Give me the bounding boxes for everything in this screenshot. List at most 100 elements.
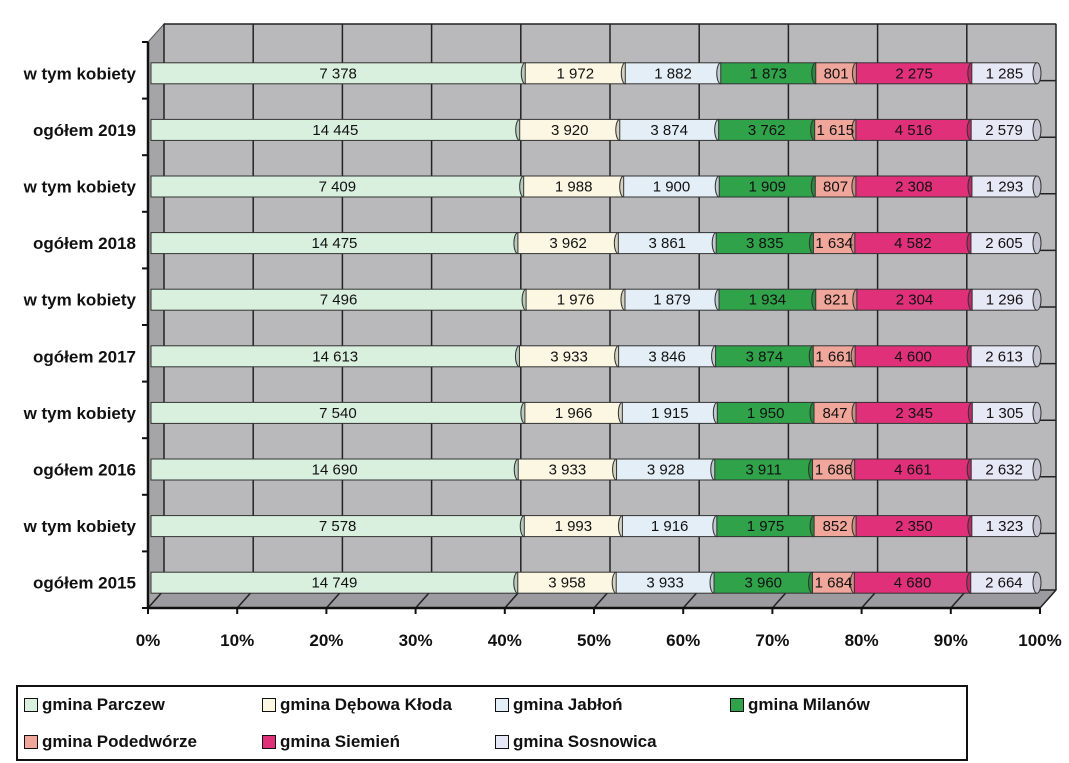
category-label: w tym kobiety (23, 404, 137, 423)
category-label: ogółem 2015 (33, 574, 136, 593)
data-label: 7 409 (319, 179, 357, 196)
bar-group: 14 445 3 920 3 874 3 762 1 615 4 516 2 579 (150, 118, 1042, 141)
data-label: 2 613 (985, 348, 1023, 365)
legend: gmina Parczew gmina Dębowa Kłoda gmina J… (16, 685, 968, 761)
legend-item-sosnowica: gmina Sosnowica (495, 732, 657, 752)
data-label: 1 976 (557, 292, 595, 309)
data-label: 1 686 (815, 462, 853, 479)
data-label: 2 632 (985, 462, 1023, 479)
x-tick-label: 20% (309, 631, 343, 650)
data-label: 801 (824, 65, 849, 82)
data-label: 3 920 (551, 122, 589, 139)
data-label: 807 (823, 179, 848, 196)
legend-item-jablon: gmina Jabłoń (495, 695, 623, 715)
data-label: 2 304 (896, 292, 934, 309)
legend-label: gmina Jabłoń (513, 695, 623, 714)
data-label: 1 915 (651, 405, 689, 422)
data-label: 1 296 (986, 292, 1024, 309)
legend-label: gmina Parczew (42, 695, 165, 714)
legend-item-milanow: gmina Milanów (730, 695, 870, 715)
data-label: 7 378 (319, 65, 357, 82)
data-label: 2 345 (895, 405, 933, 422)
x-tick-label: 30% (399, 631, 433, 650)
x-tick-label: 100% (1018, 631, 1061, 650)
legend-label: gmina Dębowa Kłoda (280, 695, 452, 714)
data-label: 1 975 (747, 518, 785, 535)
legend-swatch-parczew (24, 698, 38, 712)
x-tick-label: 0% (136, 631, 161, 650)
data-label: 3 962 (549, 235, 587, 252)
data-label: 1 950 (747, 405, 785, 422)
legend-swatch-siemien (262, 735, 276, 749)
legend-item-podedworze: gmina Podedwórze (24, 732, 197, 752)
x-tick-label: 60% (666, 631, 700, 650)
legend-swatch-milanow (730, 698, 744, 712)
bar-cap (1032, 458, 1042, 481)
bar-cap (1032, 232, 1042, 255)
data-label: 1 661 (815, 348, 853, 365)
data-label: 3 846 (648, 348, 686, 365)
category-label: w tym kobiety (23, 64, 137, 83)
legend-swatch-sosnowica (495, 735, 509, 749)
data-label: 1 988 (555, 179, 593, 196)
data-label: 1 972 (557, 65, 595, 82)
data-label: 1 615 (817, 122, 855, 139)
category-label: ogółem 2019 (33, 121, 136, 140)
bar-cap (1032, 571, 1042, 594)
data-label: 1 323 (986, 518, 1024, 535)
data-label: 4 661 (894, 462, 932, 479)
data-label: 14 690 (312, 462, 358, 479)
data-label: 3 861 (648, 235, 686, 252)
bar-group: 14 749 3 958 3 933 3 960 1 684 4 680 2 664 (150, 571, 1042, 594)
data-label: 3 928 (647, 462, 685, 479)
category-label: ogółem 2018 (33, 234, 136, 253)
bar-group: 7 496 1 976 1 879 1 934 821 2 304 1 296 (150, 288, 1042, 311)
data-label: 3 960 (744, 575, 782, 592)
bar-cap (1032, 118, 1042, 141)
data-label: 3 958 (548, 575, 586, 592)
data-label: 1 285 (986, 65, 1024, 82)
data-label: 1 873 (749, 65, 787, 82)
data-label: 1 634 (815, 235, 853, 252)
data-label: 1 900 (653, 179, 691, 196)
category-label: ogółem 2016 (33, 461, 136, 480)
data-label: 2 275 (895, 65, 933, 82)
data-label: 3 933 (550, 348, 588, 365)
data-label: 3 911 (745, 462, 781, 479)
legend-item-parczew: gmina Parczew (24, 695, 165, 715)
data-label: 14 749 (311, 575, 357, 592)
bar-group: 7 540 1 966 1 915 1 950 847 2 345 1 305 (150, 401, 1042, 424)
data-label: 3 874 (746, 348, 784, 365)
bar-cap (1032, 345, 1042, 368)
legend-label: gmina Milanów (748, 695, 870, 714)
bar-group: 14 690 3 933 3 928 3 911 1 686 4 661 2 632 (150, 458, 1042, 481)
data-label: 4 582 (894, 235, 932, 252)
data-label: 7 496 (320, 292, 358, 309)
bar-group: 14 475 3 962 3 861 3 835 1 634 4 582 2 605 (150, 232, 1042, 255)
data-label: 1 993 (555, 518, 593, 535)
category-label: ogółem 2017 (33, 347, 136, 366)
data-label: 14 445 (312, 122, 358, 139)
data-label: 1 305 (986, 405, 1024, 422)
data-label: 7 578 (319, 518, 357, 535)
data-label: 1 966 (555, 405, 593, 422)
bar-group: 14 613 3 933 3 846 3 874 1 661 4 600 2 613 (150, 345, 1042, 368)
legend-swatch-jablon (495, 698, 509, 712)
data-label: 3 835 (746, 235, 784, 252)
data-label: 2 664 (985, 575, 1023, 592)
data-label: 4 516 (895, 122, 933, 139)
data-label: 3 762 (748, 122, 786, 139)
stacked-bar-chart: 7 378 1 972 1 882 1 873 801 2 275 1 285 14 445 3… (23, 22, 1062, 650)
data-label: 14 475 (312, 235, 358, 252)
data-label: 2 308 (895, 179, 933, 196)
category-label: w tym kobiety (23, 291, 137, 310)
data-label: 821 (824, 292, 849, 309)
data-label: 7 540 (319, 405, 357, 422)
legend-label: gmina Sosnowica (513, 732, 657, 751)
legend-swatch-podedworze (24, 735, 38, 749)
data-label: 1 934 (749, 292, 787, 309)
data-label: 14 613 (312, 348, 358, 365)
data-label: 3 933 (549, 462, 587, 479)
legend-swatch-debowa-kloda (262, 698, 276, 712)
data-label: 1 879 (653, 292, 691, 309)
